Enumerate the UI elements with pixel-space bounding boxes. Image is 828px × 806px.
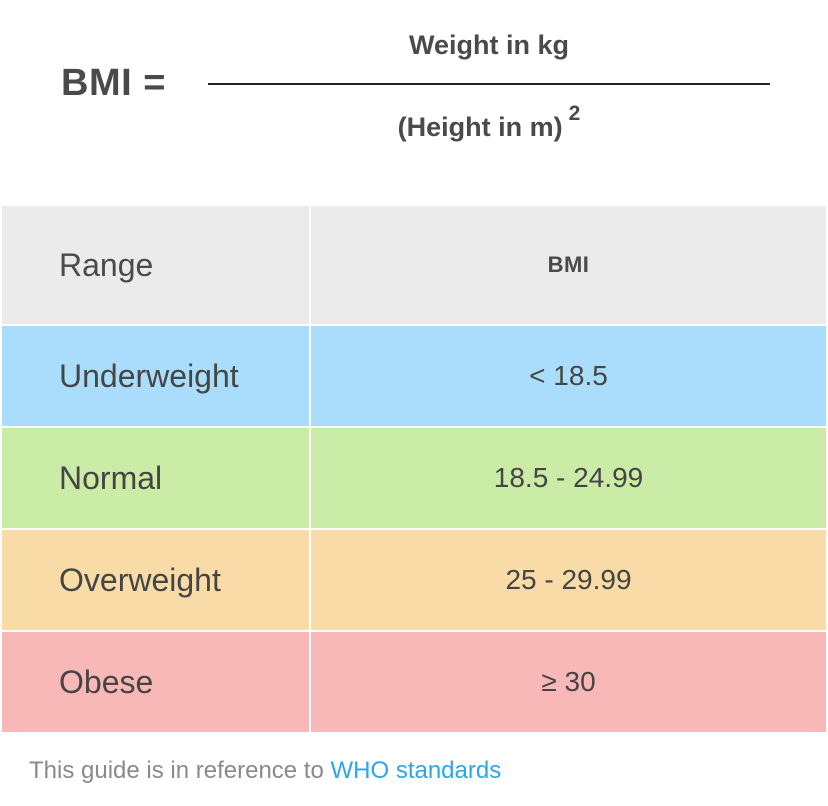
bmi-formula: BMI = Weight in kg (Height in m) 2 <box>0 0 828 200</box>
table-row-normal: Normal 18.5 - 24.99 <box>0 426 828 530</box>
formula-numerator: Weight in kg <box>409 30 569 60</box>
formula-lhs: BMI = <box>61 62 166 104</box>
fraction-line <box>208 83 770 85</box>
range-cell: Underweight <box>0 324 311 428</box>
table-row-underweight: Underweight < 18.5 <box>0 324 828 428</box>
who-standards-link[interactable]: WHO standards <box>330 757 502 784</box>
bmi-cell: 18.5 - 24.99 <box>309 426 828 530</box>
bmi-cell: < 18.5 <box>309 324 828 428</box>
reference-text: This guide is in reference to <box>29 757 331 784</box>
table-row-overweight: Overweight 25 - 29.99 <box>0 528 828 632</box>
table-row-obese: Obese ≥ 30 <box>0 630 828 734</box>
header-range: Range <box>0 204 311 326</box>
exponent: 2 <box>568 102 581 125</box>
denominator-text: (Height in m) <box>397 112 563 142</box>
bmi-table: Range BMI Underweight < 18.5 Normal 18.5… <box>0 204 828 734</box>
header-bmi: BMI <box>309 204 828 326</box>
range-cell: Obese <box>0 630 311 734</box>
formula-denominator: (Height in m) 2 <box>208 102 770 143</box>
range-cell: Overweight <box>0 528 311 632</box>
bmi-cell: 25 - 29.99 <box>309 528 828 632</box>
table-header-row: Range BMI <box>0 204 828 326</box>
bmi-cell: ≥ 30 <box>309 630 828 734</box>
reference-note: This guide is in reference to WHO standa… <box>29 757 501 785</box>
range-cell: Normal <box>0 426 311 530</box>
